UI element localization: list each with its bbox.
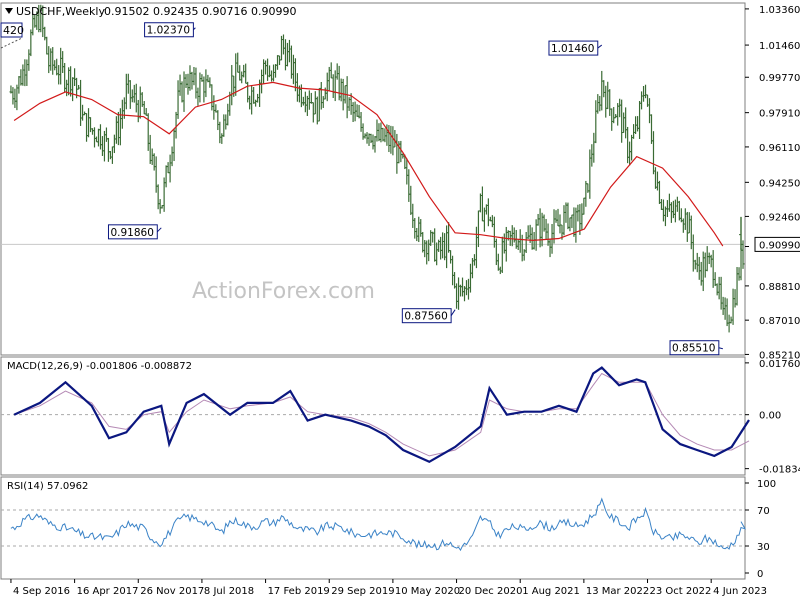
price-tick-label: 1.01460	[759, 41, 800, 52]
price-tick-label: 0.92460	[759, 212, 800, 223]
macd-axis: 0.017603 0.00 -0.01834	[745, 359, 800, 476]
annotation-label: 1.02370	[147, 25, 190, 37]
time-tick-label: 8 Jul 2018	[204, 586, 254, 597]
annotation-label: 0.87560	[404, 311, 447, 323]
macd-signal-line	[13, 372, 750, 457]
price-bar	[741, 240, 745, 269]
watermark: ActionForex.com	[192, 279, 375, 304]
macd-line	[13, 366, 750, 464]
macd-title: MACD(12,26,9) -0.001806 -0.008872	[7, 361, 192, 372]
time-tick-label: 4 Jun 2023	[713, 586, 767, 597]
macd-tick-label: 0.017603	[759, 359, 800, 370]
moving-average-layer	[13, 81, 724, 247]
price-tick-label: 0.97910	[759, 109, 800, 120]
menu-arrow-icon[interactable]	[5, 8, 13, 14]
rsi-title: RSI(14) 57.0962	[7, 481, 88, 492]
macd-layer	[1, 366, 750, 464]
price-annotation: 0.91860	[107, 224, 162, 240]
time-tick-label: 4 Sep 2016	[13, 586, 70, 597]
price-annotation: 0.85510	[669, 340, 723, 356]
macd-tick-label: 0.00	[759, 411, 781, 422]
corner-label: 420	[3, 24, 24, 37]
price-tick-label: 0.87010	[759, 316, 800, 327]
time-tick-label: 16 Apr 2017	[77, 586, 139, 597]
current-price-label: 0.90990	[759, 240, 800, 251]
time-tick-label: 17 Feb 2019	[268, 586, 330, 597]
price-bar-last	[739, 216, 743, 250]
ohlc-values: 0.91502 0.92435 0.90716 0.90990	[104, 5, 296, 18]
corner-label-box	[0, 22, 23, 38]
annotation-label: 1.01460	[551, 43, 594, 55]
price-bars-layer	[9, 4, 745, 333]
price-annotations: 1.02370 1.01460 0.91860 0.87560 0.85510	[107, 22, 723, 356]
time-tick-label: 23 Oct 2022	[650, 586, 712, 597]
rsi-tick-label: 30	[757, 542, 770, 553]
time-tick-label: 10 May 2020	[395, 586, 460, 597]
price-tick-label: 1.03360	[759, 5, 800, 16]
price-tick-label: 0.96110	[759, 143, 800, 154]
price-tick-label: 0.85210	[759, 350, 800, 361]
time-tick-label: 1 Aug 2021	[522, 586, 580, 597]
moving-average-line	[13, 81, 724, 247]
price-annotation: 1.02370	[144, 22, 196, 38]
annotation-label: 0.91860	[110, 227, 153, 239]
symbol-title: USDCHF,Weekly	[16, 5, 105, 18]
time-tick-label: 13 Mar 2022	[586, 586, 649, 597]
price-tick-label: 0.88810	[759, 282, 800, 293]
rsi-tick-label: 0	[757, 569, 763, 580]
time-tick-label: 20 Dec 2020	[459, 586, 523, 597]
price-axis: 1.03360 1.01460 0.99770 0.97910 0.96110 0.942…	[745, 5, 800, 361]
time-axis: 4 Sep 2016 16 Apr 2017 26 Nov 2017 8 Jul 20…	[10, 579, 767, 597]
macd-tick-label: -0.01834	[759, 465, 800, 476]
rsi-line	[10, 497, 747, 552]
rsi-tick-label: 100	[757, 479, 776, 490]
price-annotation: 0.87560	[401, 308, 456, 324]
rsi-tick-label: 70	[757, 506, 770, 517]
price-tick-label: 0.99770	[759, 73, 800, 84]
time-tick-label: 29 Sep 2019	[331, 586, 394, 597]
price-tick-label: 0.94250	[759, 178, 800, 189]
macd-panel	[0, 356, 746, 476]
rsi-axis: 100 70 30 0	[745, 479, 776, 580]
price-panel	[0, 2, 746, 356]
rsi-layer	[1, 497, 747, 552]
annotation-label: 0.85510	[672, 343, 715, 355]
price-annotation: 1.01460	[548, 40, 603, 56]
time-tick-label: 26 Nov 2017	[140, 586, 204, 597]
current-price-tag: 0.90990	[754, 236, 800, 252]
